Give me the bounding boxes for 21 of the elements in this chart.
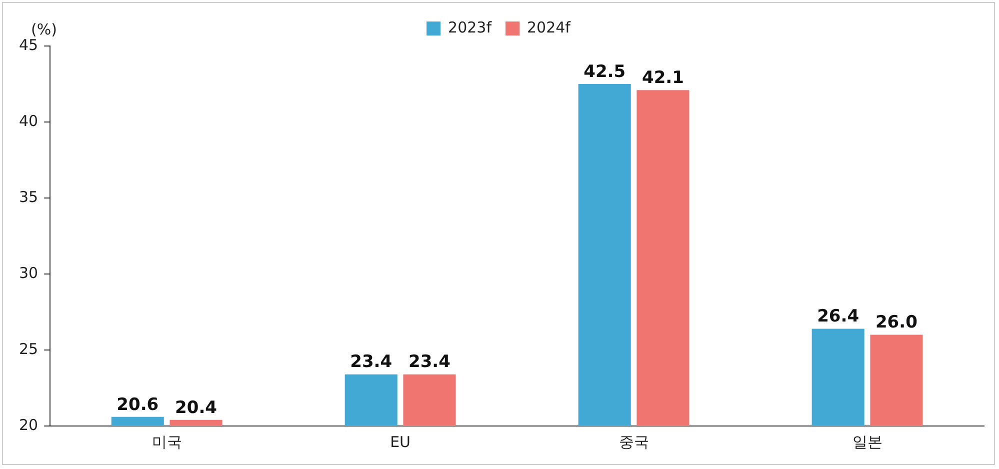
y-tick-label: 40 — [18, 112, 38, 130]
data-label: 26.0 — [875, 312, 918, 333]
data-label: 20.4 — [175, 398, 218, 418]
y-tick-label: 35 — [18, 188, 38, 206]
x-tick-label: 미국 — [152, 432, 182, 451]
x-tick-label: EU — [390, 432, 411, 451]
y-tick-label: 20 — [18, 416, 38, 434]
data-label: 23.4 — [350, 352, 392, 372]
y-tick-label: 30 — [18, 264, 38, 282]
y-tick-label: 25 — [18, 340, 38, 358]
data-label: 20.6 — [116, 394, 159, 415]
data-label: 42.1 — [642, 68, 684, 88]
data-label: 26.4 — [817, 306, 860, 327]
x-tick-label: 일본 — [852, 432, 882, 451]
y-tick-label: 45 — [18, 36, 38, 54]
legend-label: 2024f — [527, 18, 572, 36]
y-axis-title: (%) — [31, 20, 57, 38]
x-tick-label: 중국 — [618, 432, 649, 451]
data-label: 42.5 — [584, 62, 626, 82]
data-label: 23.4 — [408, 352, 451, 372]
legend-label: 2023f — [448, 18, 492, 36]
